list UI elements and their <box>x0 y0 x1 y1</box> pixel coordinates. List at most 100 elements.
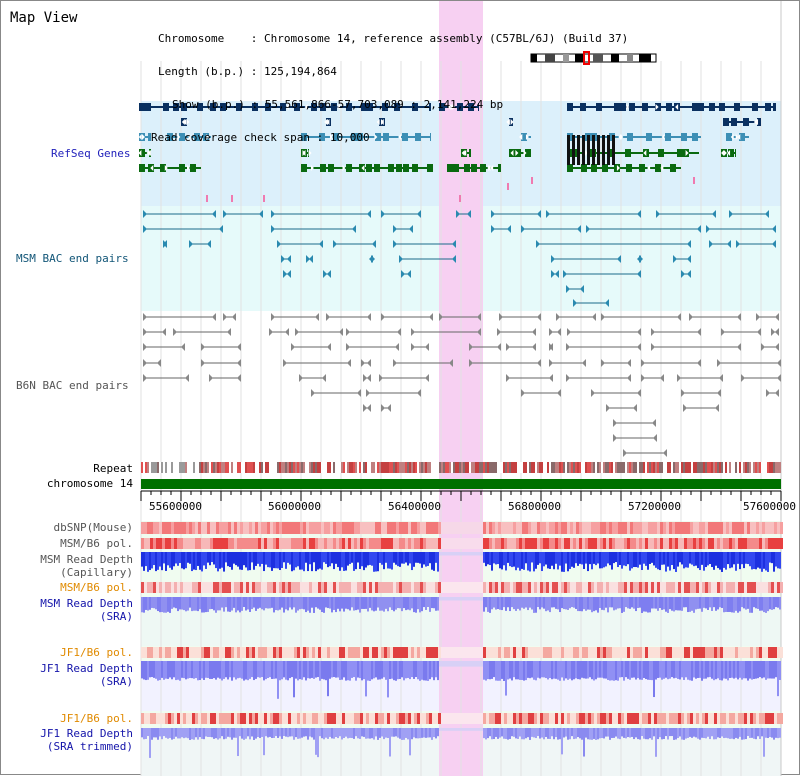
msm-depth-sra-bar <box>761 597 763 611</box>
jf1-depth-sra-bar <box>641 661 643 680</box>
repeat-segment <box>559 462 561 473</box>
msm-b6-pol2-cell <box>408 582 411 593</box>
jf1-b6-pol2-cell <box>615 713 618 724</box>
jf1-depth-trimmed-bar <box>615 728 617 737</box>
msm-b6-pol-cell <box>705 538 708 549</box>
jf1-depth-sra-bar <box>311 661 313 678</box>
msm-depth-capillary-bar <box>339 552 341 571</box>
jf1-depth-sra-bar <box>625 661 627 678</box>
msm-b6-pol2-cell <box>621 582 624 593</box>
track-label-b6n-bac[interactable]: B6N BAC end pairs <box>16 379 129 392</box>
repeat-segment <box>147 462 149 473</box>
msm-bac-end <box>189 240 193 248</box>
refseq-exon <box>567 164 573 172</box>
track-label-msm-bac[interactable]: MSM BAC end pairs <box>16 252 129 265</box>
jf1-b6-pol-cell <box>210 647 213 658</box>
msm-depth-capillary-bar <box>367 552 369 566</box>
refseq-strand-arrow <box>660 165 664 171</box>
jf1-depth-sra-bar <box>463 661 465 667</box>
refseq-exon <box>357 133 363 141</box>
track-label-repeat[interactable]: Repeat <box>93 462 133 475</box>
msm-b6-pol-cell <box>489 538 492 549</box>
jf1-depth-trimmed-bar <box>483 728 485 739</box>
jf1-depth-trimmed-bar <box>535 728 537 739</box>
jf1-b6-pol-cell <box>288 647 291 658</box>
jf1-depth-trimmed-bar <box>707 728 709 737</box>
repeat-segment <box>689 462 691 473</box>
jf1-depth-trimmed-bar <box>753 728 755 739</box>
jf1-depth-sra-bar <box>271 661 273 679</box>
jf1-b6-pol2-cell <box>771 713 774 724</box>
jf1-depth-trimmed-bar <box>413 728 415 738</box>
msm-depth-sra-bar <box>349 597 351 611</box>
dbsnp-cell <box>429 522 432 534</box>
msm-b6-pol-cell <box>537 538 540 549</box>
track-label-dbsnp[interactable]: dbSNP(Mouse) <box>53 521 133 534</box>
msm-bac-end <box>772 225 776 233</box>
dbsnp-cell <box>597 522 600 534</box>
msm-depth-sra-bar <box>467 597 469 601</box>
msm-depth-capillary-line1: MSM Read Depth <box>40 553 133 566</box>
jf1-b6-pol2-cell <box>351 713 354 724</box>
track-label-jf1-depth-trimmed[interactable]: JF1 Read Depth (SRA trimmed) <box>40 727 133 753</box>
jf1-b6-pol2-cell <box>579 713 582 724</box>
msm-b6-pol-cell <box>141 538 144 549</box>
b6n-bac-end <box>363 404 367 412</box>
jf1-depth-trimmed-bar <box>319 728 321 737</box>
b6n-bac-end <box>677 374 681 382</box>
msm-bac-end <box>491 225 495 233</box>
jf1-depth-trimmed-bar <box>665 728 667 737</box>
repeat-segment <box>631 462 633 473</box>
jf1-depth-sra-bar <box>295 661 297 679</box>
repeat-segment <box>243 462 245 473</box>
jf1-depth-sra-bar <box>763 661 765 678</box>
jf1-depth-trimmed-bar <box>457 728 459 731</box>
jf1-depth-trimmed-bar <box>695 728 697 738</box>
track-label-msm-depth-capillary[interactable]: MSM Read Depth (Capillary) <box>40 553 133 579</box>
jf1-depth-trimmed-bar <box>473 728 475 731</box>
track-label-jf1-depth-sra[interactable]: JF1 Read Depth (SRA) <box>40 662 133 688</box>
jf1-depth-trimmed-bar <box>157 728 159 740</box>
track-label-msm-depth-sra[interactable]: MSM Read Depth (SRA) <box>40 597 133 623</box>
jf1-b6-pol2-cell <box>447 713 450 724</box>
dbsnp-cell <box>558 522 561 534</box>
msm-b6-pol-cell <box>315 538 318 549</box>
msm-depth-sra-bar <box>453 597 455 601</box>
msm-depth-sra-bar <box>719 597 721 608</box>
msm-bac-end <box>143 225 147 233</box>
dbsnp-cell <box>141 522 144 534</box>
dbsnp-cell <box>156 522 159 534</box>
track-label-jf1-b6-pol-2[interactable]: JF1/B6 pol. <box>60 712 133 725</box>
track-label-refseq[interactable]: RefSeq Genes <box>51 147 131 160</box>
jf1-b6-pol-cell <box>567 647 570 658</box>
jf1-b6-pol2-cell <box>291 713 294 724</box>
jf1-b6-pol-cell <box>489 647 492 658</box>
track-label-chromosome[interactable]: chromosome 14 <box>46 477 133 490</box>
msm-b6-pol-cell <box>387 538 390 549</box>
jf1-depth-sra-bar <box>583 661 585 679</box>
jf1-depth-sra-bar <box>275 661 277 679</box>
jf1-depth-trimmed-bar <box>499 728 501 738</box>
refseq-strand-arrow <box>342 165 346 171</box>
b6n-bac-end <box>271 313 275 321</box>
msm-b6-pol2-cell <box>327 582 330 593</box>
jf1-depth-sra-bar <box>171 661 173 680</box>
dbsnp-cell <box>711 522 714 534</box>
span-value: 10,000 <box>329 131 370 144</box>
msm-bac-end <box>287 255 291 263</box>
repeat-segment <box>743 462 745 473</box>
jf1-depth-trimmed-bar <box>659 728 661 738</box>
jf1-b6-pol2-cell <box>453 713 456 724</box>
msm-depth-capillary-bar <box>471 552 473 556</box>
track-label-msm-b6-pol-1[interactable]: MSM/B6 pol. <box>60 537 133 550</box>
msm-depth-capillary-bar <box>773 552 775 572</box>
jf1-b6-pol2-cell <box>159 713 162 724</box>
msm-b6-pol2-cell <box>774 582 777 593</box>
repeat-segment <box>449 462 451 473</box>
track-label-jf1-b6-pol-1[interactable]: JF1/B6 pol. <box>60 646 133 659</box>
jf1-b6-pol2-cell <box>627 713 630 724</box>
jf1-b6-pol-cell <box>570 647 573 658</box>
repeat-segment <box>579 462 581 473</box>
track-label-msm-b6-pol-2[interactable]: MSM/B6 pol. <box>60 581 133 594</box>
